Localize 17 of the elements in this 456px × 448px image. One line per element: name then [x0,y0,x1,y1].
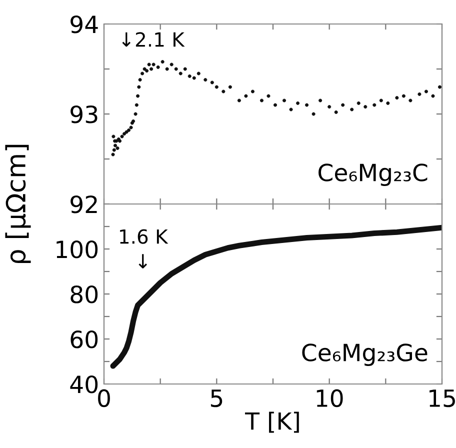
y-tick-label: 100 [56,240,98,258]
x-tick-label: 5 [210,390,222,408]
annotation: 1.6 K ↓ [120,229,168,268]
y-axis-title: ρ [μΩcm] [5,144,31,264]
y-tick-label: 94 [70,15,98,34]
annotation: ↓2.1 K [122,32,185,47]
x-tick-label: 0 [98,389,110,408]
y-tick-label: 80 [70,285,98,304]
y-tick-label: 93 [70,105,98,124]
x-tick-label: 10 [316,389,343,408]
text: Ce₆Mg₂₃C [318,164,428,186]
x-axis-title: T [K] [245,412,299,433]
y-tick-label: 92 [70,195,97,214]
y-tick-label: 40 [70,375,98,394]
text: Ce₆Mg₂₃Ge [302,344,428,366]
x-tick-label: 15 [430,390,455,408]
y-tick-label: 60 [70,330,98,348]
